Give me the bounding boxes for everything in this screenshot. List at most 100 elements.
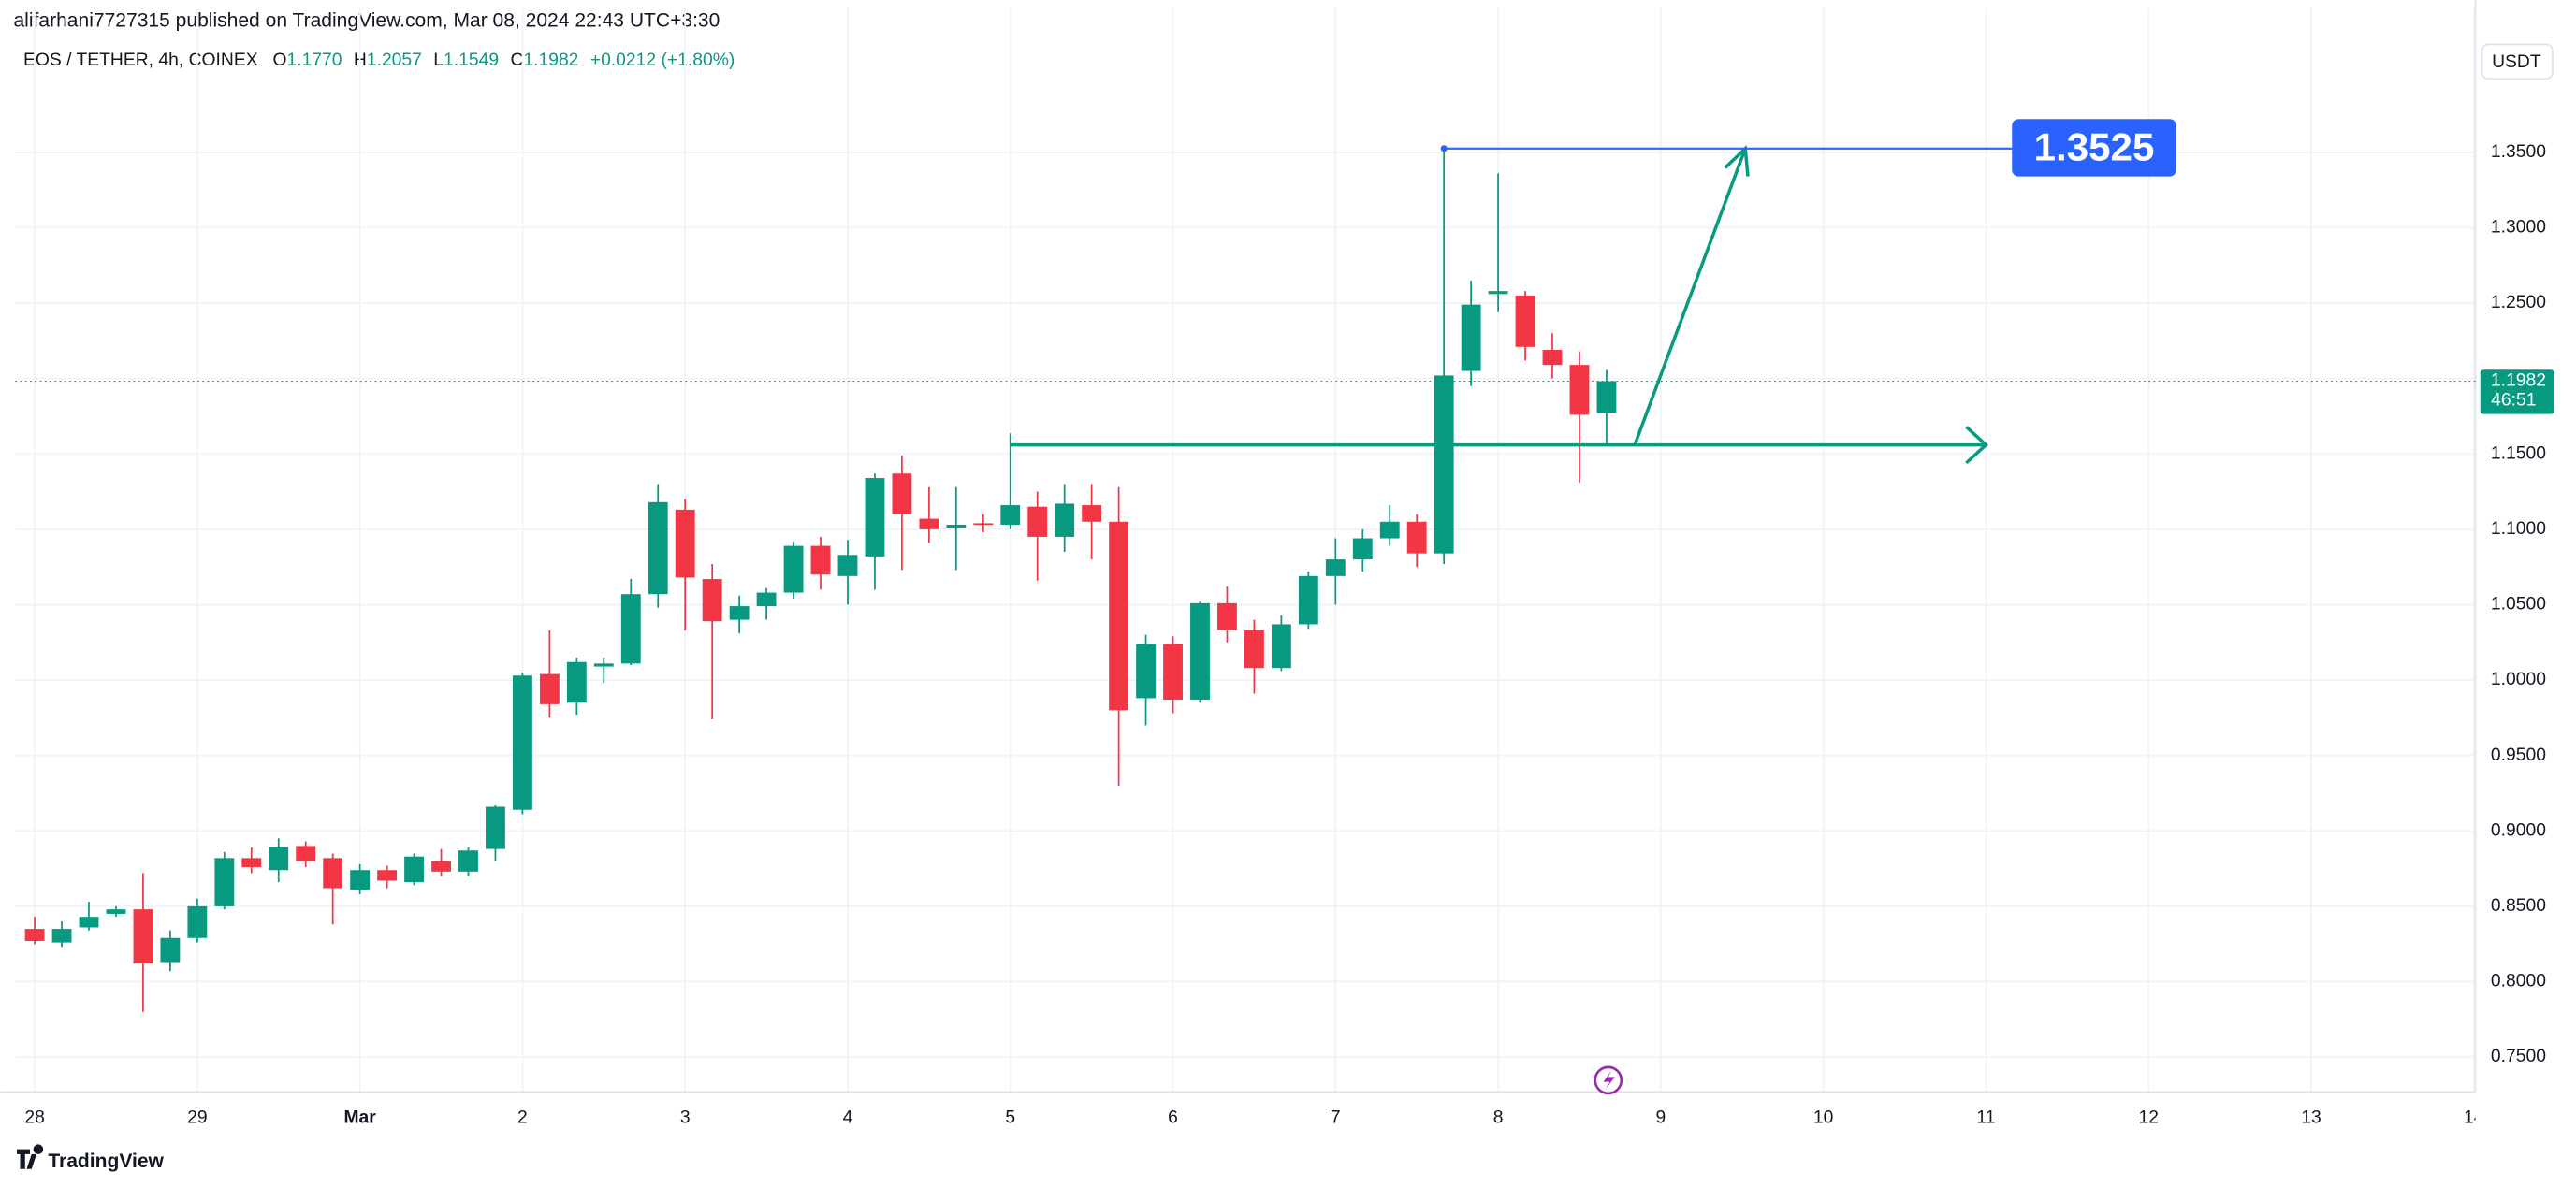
candle-body: [404, 856, 424, 883]
y-tick-label: 0.9000: [2491, 820, 2546, 840]
candle-body: [431, 861, 451, 872]
x-tick-label: 7: [1331, 1107, 1341, 1127]
candle-body: [865, 478, 885, 557]
target-anchor: [1440, 145, 1448, 152]
candle-body: [648, 501, 668, 595]
plot-area: 0.7500 0.8000 0.8500 0.9000 0.9500 1.0000 1.05…: [0, 0, 2554, 1127]
candle-body: [486, 806, 505, 849]
candle-body: [269, 847, 289, 871]
y-tick-label: 1.0500: [2491, 595, 2546, 615]
symbol-legend: EOS / TETHER, 4h, COINEX O1.1770 H1.2057…: [23, 51, 735, 70]
candle-body: [1379, 521, 1400, 539]
candle-body: [539, 673, 560, 704]
x-tick-label: Mar: [343, 1107, 376, 1127]
candle-body: [1542, 350, 1563, 366]
y-tick-label: 1.2500: [2491, 293, 2546, 312]
candle-body: [1244, 630, 1264, 669]
publish-info: alifarhani7727315 published on TradingVi…: [13, 9, 720, 31]
candle-body: [1109, 521, 1129, 711]
brand: TradingView: [48, 1151, 164, 1172]
x-tick-label: 11: [1976, 1107, 1995, 1127]
candle-body: [729, 606, 750, 620]
x-tick-label: 3: [680, 1107, 691, 1127]
price-countdown: 46:51: [2491, 391, 2536, 411]
candle-body: [160, 937, 181, 963]
candle-body: [1569, 365, 1590, 415]
candle-body: [1352, 538, 1373, 560]
candle-body: [350, 870, 371, 890]
candle-body: [296, 846, 316, 861]
low-key: L: [433, 51, 444, 70]
candle-body: [1434, 375, 1454, 554]
y-tick-label: 1.1000: [2491, 519, 2546, 539]
currency-button[interactable]: [2481, 43, 2554, 80]
x-tick-label: 29: [187, 1107, 207, 1127]
support-arrowhead: [1965, 425, 1989, 465]
candle-body: [214, 858, 235, 906]
price-badge: [2480, 369, 2554, 414]
candle-body: [892, 473, 912, 514]
close-value: 1.1982: [523, 51, 578, 70]
candle-body: [241, 858, 262, 867]
event-icon[interactable]: [1594, 1065, 1623, 1095]
open-value: 1.1770: [287, 51, 342, 70]
candle-body: [1027, 506, 1048, 537]
candle-body: [1515, 295, 1535, 347]
candle-body: [783, 545, 804, 593]
candle-body: [323, 858, 343, 889]
candle-body: [1298, 575, 1318, 625]
target-label-box: [2012, 119, 2176, 177]
candle-body: [458, 850, 478, 872]
y-tick-label: 0.7500: [2491, 1047, 2546, 1066]
candle-body: [1461, 304, 1481, 371]
candle-body: [51, 929, 72, 943]
candle-body: [973, 523, 994, 526]
candle-body: [377, 870, 398, 881]
candle-body: [1055, 503, 1075, 537]
candle-body: [106, 909, 126, 914]
x-tick-label: 12: [2138, 1107, 2158, 1127]
trend-arrow: [1633, 148, 1747, 446]
candle-body: [24, 929, 45, 941]
x-tick-label: 8: [1493, 1107, 1504, 1127]
y-tick-label: 1.3500: [2491, 142, 2546, 162]
candle-body: [1406, 521, 1427, 554]
x-tick-label: 6: [1168, 1107, 1178, 1127]
candle-body: [79, 917, 99, 928]
candle-body: [566, 661, 587, 703]
candle-body: [1596, 381, 1617, 413]
candle-body: [810, 545, 831, 575]
target-label: 1.3525: [2034, 125, 2155, 169]
x-tick-label: 10: [1813, 1107, 1833, 1127]
x-tick-label: 28: [24, 1107, 44, 1127]
symbol: EOS / TETHER, 4h, COINEX: [23, 51, 258, 70]
candle-body: [1190, 602, 1210, 701]
y-tick-label: 0.8000: [2491, 972, 2546, 992]
y-tick-label: 1.1500: [2491, 443, 2546, 463]
candle-body: [675, 509, 695, 578]
x-tick-label: 13: [2301, 1107, 2321, 1127]
brand-logo: [16, 1144, 44, 1169]
candle-body: [756, 592, 777, 607]
y-tick-label: 1.3000: [2491, 218, 2546, 238]
open-key: O: [272, 51, 286, 70]
event-icon-bolt: [1603, 1070, 1615, 1091]
candle-body: [1271, 624, 1291, 669]
candle-body: [620, 594, 641, 664]
x-tick-label: 5: [1005, 1107, 1015, 1127]
x-tick-label: 2: [517, 1107, 528, 1127]
y-tick-label: 0.9500: [2491, 745, 2546, 765]
candle-body: [593, 663, 614, 667]
candle-body: [946, 525, 967, 528]
change: +0.0212 (+1.80%): [590, 51, 735, 70]
low-value: 1.1549: [444, 51, 499, 70]
high-value: 1.2057: [367, 51, 422, 70]
candle-body: [1082, 505, 1102, 522]
candle-body: [919, 518, 939, 529]
candle-body: [133, 909, 153, 964]
candle-body: [1136, 644, 1156, 699]
currency[interactable]: USDT: [2492, 52, 2541, 72]
